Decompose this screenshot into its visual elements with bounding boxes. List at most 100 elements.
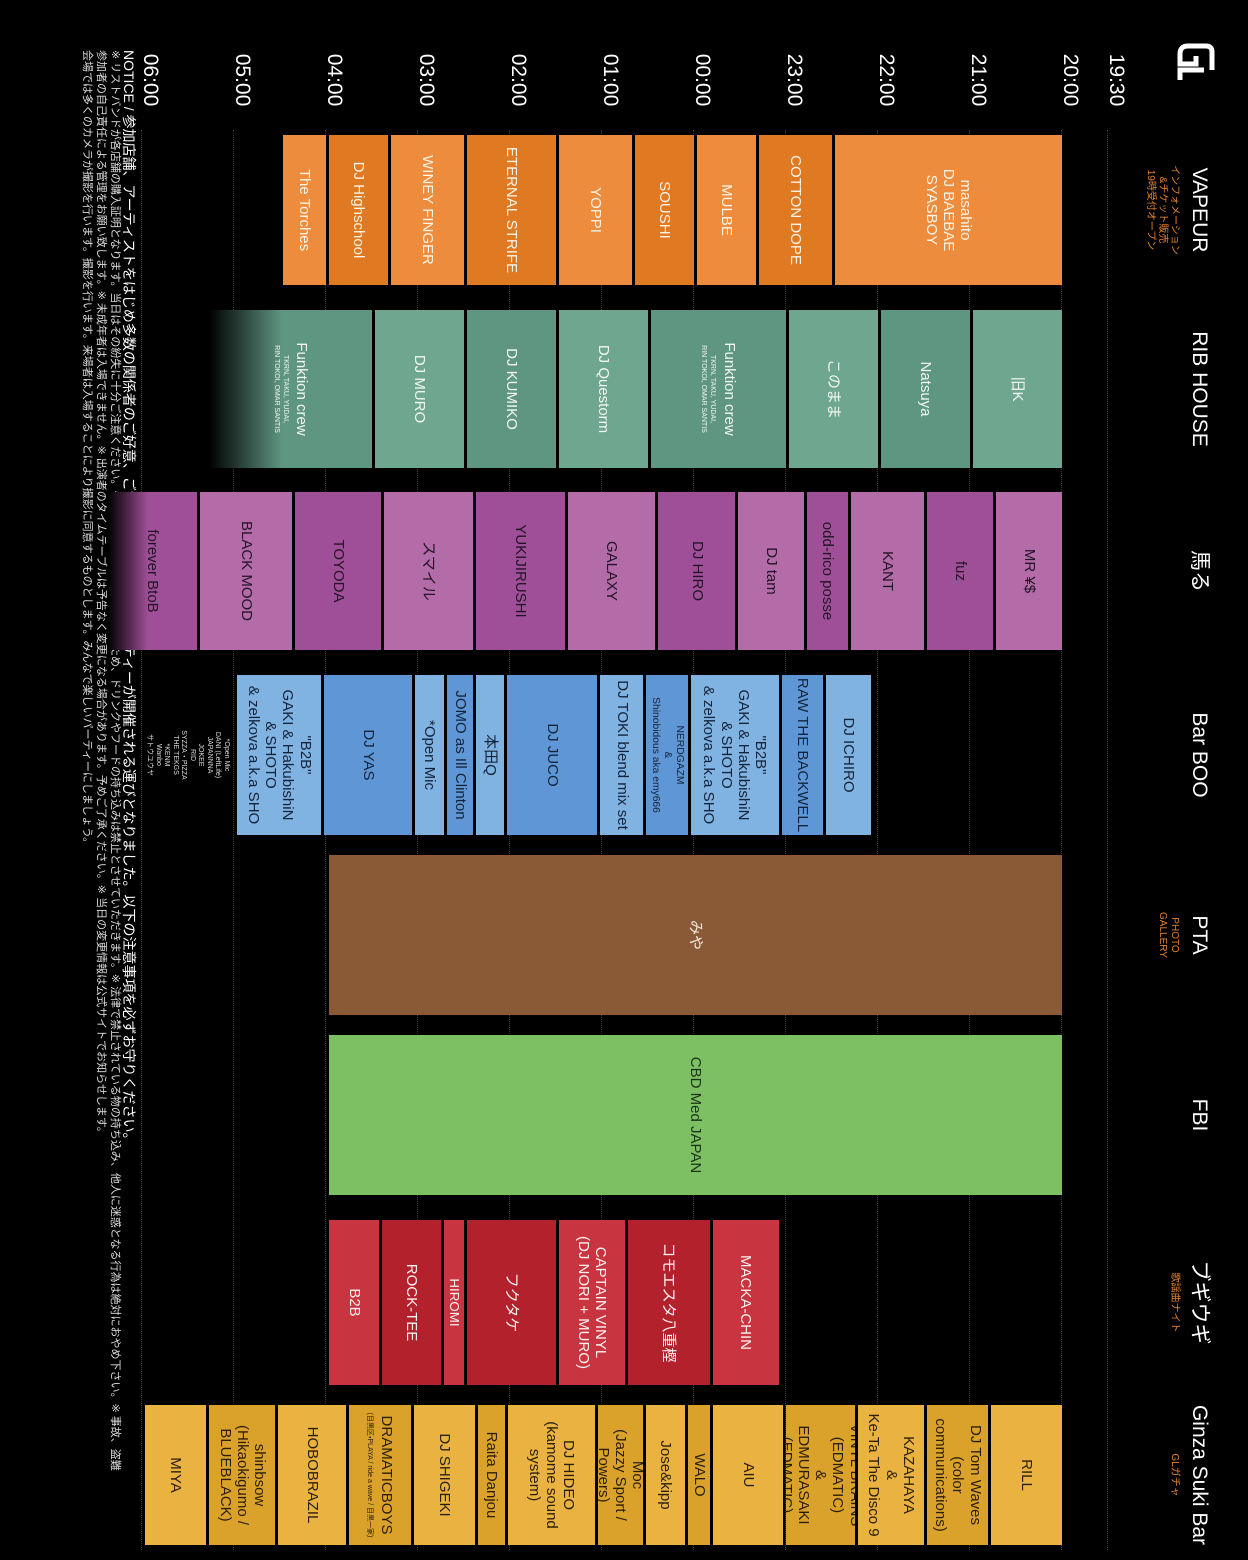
slot: ETERNAL STRIFE: [467, 135, 556, 285]
slot-label: "B2B" GAKI & HakubishiN & SHOTO & zelkov…: [700, 685, 770, 825]
slot-label: DJ ICHIRO: [839, 717, 857, 793]
slot-label: ROCK-TEE: [403, 1263, 421, 1342]
slot-label: GALAXY: [603, 540, 621, 602]
slot: DJ HIRO: [658, 492, 736, 650]
slot: フクタケ: [467, 1220, 556, 1385]
slot: Raita Danjou: [478, 1405, 506, 1545]
slot-label: Moc (Jazzy Sport / Powers): [597, 1429, 644, 1521]
slot: DJ Tom Waves (color communications): [927, 1405, 989, 1545]
time-label: 20:00: [1059, 53, 1082, 107]
slot-label: DJ JUCO: [543, 723, 561, 787]
slot-label: "B2B" GAKI & HakubishiN & SHOTO & zelkov…: [244, 685, 314, 825]
slot-label: DJ Tom Waves (color communications): [932, 1418, 984, 1532]
slot: 本田Q: [476, 675, 504, 835]
slot: DJ KUMIKO: [467, 310, 556, 468]
slot-label: BLACK MOOD: [237, 520, 255, 622]
venue-name: 馬る: [1188, 550, 1211, 592]
slot-label: RAW THE BACKWELL: [793, 677, 811, 833]
venue-subtitle: インフォメーション &チケット販売 19時受付オープン: [1145, 165, 1180, 255]
slot-members: TKRN, TAKU, YUDAI, RIN TOKOI, OMAR SANTI…: [700, 345, 717, 433]
venue-subtitle: GLガチャ: [1169, 1453, 1180, 1497]
slot-label: DJ Questorm: [595, 344, 613, 434]
slot-label: SOUSHI: [656, 181, 674, 239]
slot-label: DJ Highschool: [349, 161, 367, 259]
time-label: 04:00: [323, 53, 346, 107]
slot: DJ ICHIRO: [825, 675, 871, 835]
slot: *Open Mic: [414, 675, 444, 835]
slot-label: DJ TOKI blend mix set: [613, 680, 631, 830]
slot-label: *Open Mic: [420, 719, 438, 791]
venue-name: FBI: [1188, 1098, 1211, 1132]
slot: COTTON DOPE: [758, 135, 832, 285]
slot-label: 旧K: [1009, 376, 1027, 402]
slot: YOPPI: [559, 135, 633, 285]
slot: masahito DJ BAEBAE SYASBOY: [835, 135, 1062, 285]
slot: MIYA: [145, 1405, 207, 1545]
notice-line: NOTICE / 参加店舗、アーティストをはじめ多数の関係者のご好意、ご協力によ…: [121, 50, 137, 1530]
slot: このまま: [789, 310, 878, 468]
venue-name: PTA: [1188, 915, 1211, 955]
slot: 旧K: [973, 310, 1062, 468]
slot-label: VINYL BRAINS (EDMATIC) & EDMURASAKI (EDM…: [786, 1423, 855, 1527]
slot-label: DJ tam: [763, 547, 781, 595]
slot-label: Raita Danjou: [483, 1431, 501, 1519]
slot: CAPTAIN VINYL (DJ NORI + MURO): [559, 1220, 625, 1385]
grid-line: [141, 130, 142, 1550]
slot: Funktion crew TKRN, TAKU, YUDAI, RIN TOKO…: [209, 310, 372, 468]
slot-label: fuz: [951, 560, 969, 581]
slot: DJ Highschool: [329, 135, 388, 285]
slot: GALAXY: [568, 492, 656, 650]
slot: DJ Questorm: [559, 310, 648, 468]
slot-label: Funktion crew: [292, 342, 310, 436]
venue-name: Ginza Suki Bar: [1188, 1404, 1211, 1546]
slot: みや: [329, 855, 1062, 1015]
slot: Natsuya: [881, 310, 970, 468]
time-label: 21:00: [967, 53, 990, 107]
slot: HOBOBRAZIL: [278, 1405, 347, 1545]
grid-line: [1107, 130, 1108, 1550]
slot: forever BtoB: [108, 492, 198, 650]
slot-label: JOMO as Ill Clinton: [451, 690, 469, 820]
venue-subtitle: PHOTO GALLERY: [1157, 912, 1180, 958]
slot-label: Funktion crew: [720, 342, 738, 436]
venue-name: ブギウギ: [1188, 1260, 1211, 1345]
slot-label: CBD Med JAPAN: [687, 1056, 705, 1174]
time-label: 00:00: [691, 53, 714, 107]
time-label: 23:00: [783, 53, 806, 107]
slot: Moc (Jazzy Sport / Powers): [597, 1405, 644, 1545]
slot: RAW THE BACKWELL: [781, 675, 823, 835]
venue-name: VAPEUR: [1188, 167, 1211, 253]
slot-label: MACKA-CHIN: [737, 1254, 755, 1350]
slot-members: (目黒区・PLAYA / ride a wave / 目黒一家): [366, 1412, 374, 1538]
slot-label: CAPTAIN VINYL (DJ NORI + MURO): [575, 1236, 610, 1369]
slot: DJ TOKI blend mix set: [600, 675, 644, 835]
slot-label: ETERNAL STRIFE: [503, 146, 521, 274]
slot: DJ JUCO: [506, 675, 598, 835]
slot-label: YUKIJIRUSHI: [512, 524, 530, 618]
slot-label: Natsuya: [917, 361, 935, 417]
slot-label: HIROMI: [446, 1278, 462, 1327]
slot: RILL: [991, 1405, 1062, 1545]
time-label: 01:00: [599, 53, 622, 107]
slot: odd-rico posse: [807, 492, 848, 650]
slot: TOYODA: [294, 492, 382, 650]
slot: WALO: [687, 1405, 710, 1545]
notice-line: ※ リストバンドが各店舗の購入証明となります。当日はその紛失に十分ご注意ください…: [109, 50, 121, 1471]
slot-label: DJ HIRO: [688, 541, 706, 601]
slot-members: TKRN, TAKU, YUDAI, RIN TOKOI, OMAR SANTI…: [272, 345, 289, 433]
slot-label: COTTON DOPE: [786, 155, 804, 265]
slot-label: TOYODA: [329, 539, 347, 603]
slot-label: MULBE: [717, 184, 735, 236]
slot-label: Jose&kipp: [657, 1440, 675, 1510]
slot-label: NERDGAZM & Shinobidous aka emy666: [650, 697, 685, 813]
slot-label: WALO: [691, 1453, 708, 1497]
slot: DRAMATICBOYS (目黒区・PLAYA / ride a wave / 目…: [349, 1405, 411, 1545]
slot-label: HOBOBRAZIL: [303, 1426, 321, 1524]
slot: fuz: [927, 492, 993, 650]
slot: SOUSHI: [635, 135, 694, 285]
slot-label: 本田Q: [481, 734, 499, 776]
slot-label: MR ¥$: [1020, 548, 1038, 594]
slot-label: B2B: [345, 1288, 363, 1317]
slot: shinbsow (Hikaokigumo / BLUEBLACK): [209, 1405, 276, 1545]
